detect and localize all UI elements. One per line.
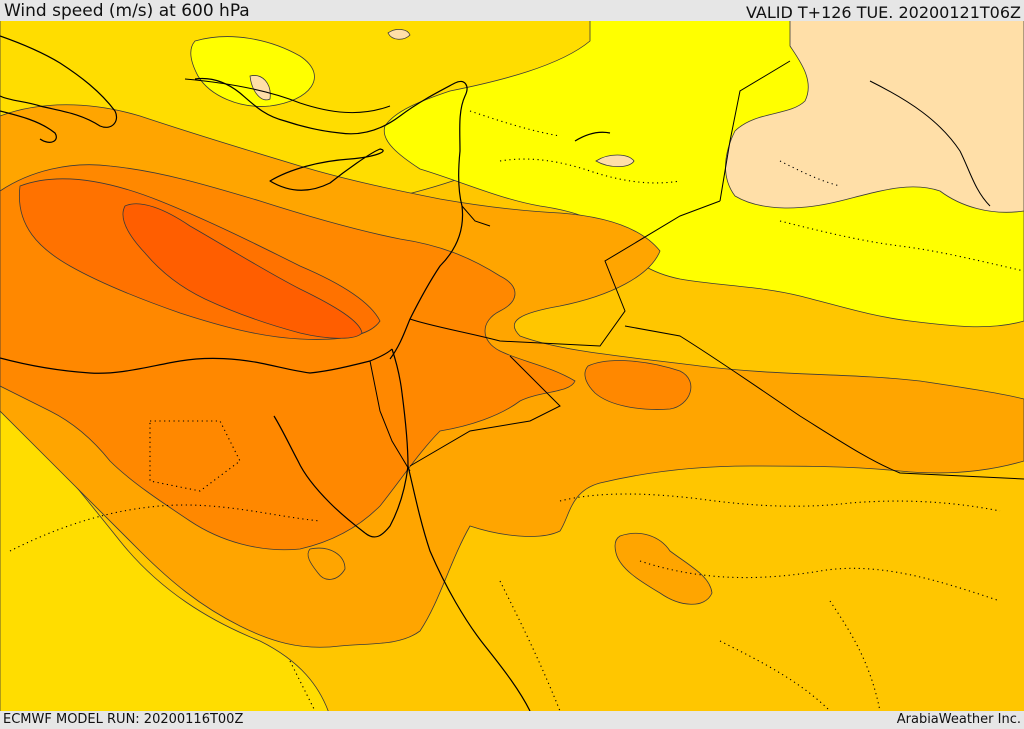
- band-max: [122, 203, 363, 339]
- band-calm-spot-1: [595, 154, 635, 168]
- band-yellow-nw: [190, 36, 315, 107]
- borders: [184, 60, 1024, 480]
- map-title: Wind speed (m/s) at 600 hPa: [4, 1, 250, 21]
- credit: ArabiaWeather Inc.: [896, 712, 1021, 727]
- footer-bar: ECMWF MODEL RUN: 20200116T00Z ArabiaWeat…: [0, 711, 1024, 729]
- band-calm-spot-3: [387, 29, 411, 40]
- valid-time: VALID T+126 TUE. 20200121T06Z: [745, 3, 1021, 22]
- band-orange-east: [584, 360, 692, 410]
- model-run: ECMWF MODEL RUN: 20200116T00Z: [3, 712, 244, 727]
- band-calm-ne: [725, 21, 1024, 213]
- coastlines: [0, 35, 611, 711]
- band-orange-light-nile: [307, 547, 346, 580]
- wind-speed-map: [0, 21, 1024, 711]
- header-bar: Wind speed (m/s) at 600 hPa VALID T+126 …: [0, 0, 1024, 21]
- band-orange-light-south: [614, 532, 713, 605]
- region-boundaries: [9, 110, 1024, 711]
